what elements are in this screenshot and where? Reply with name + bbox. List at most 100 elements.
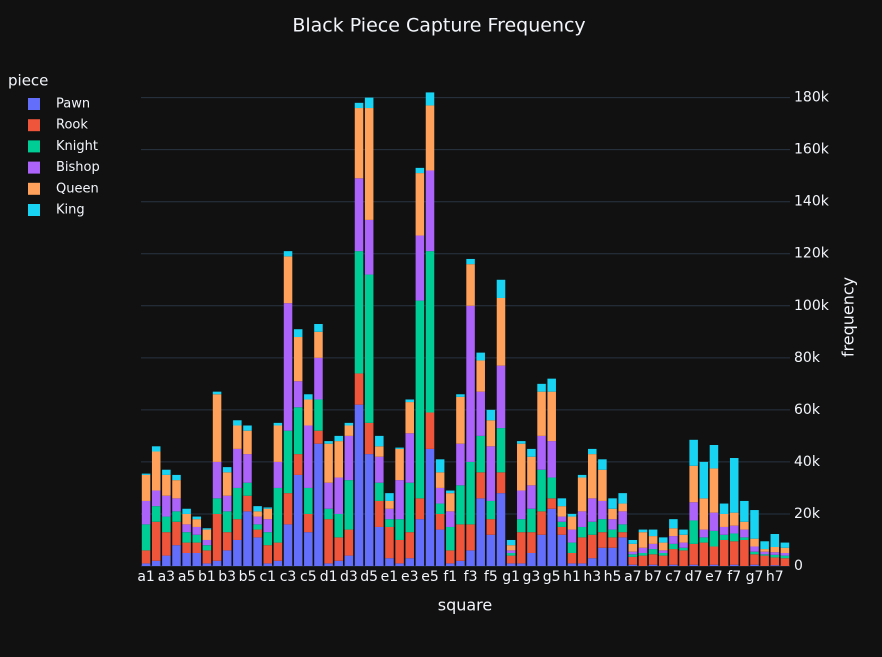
bar-segment (506, 555, 516, 564)
legend-label[interactable]: Rook (56, 118, 88, 133)
bar-segment (222, 511, 232, 533)
bar-segment (476, 352, 485, 361)
bar-segment (395, 563, 404, 566)
legend-swatch[interactable] (28, 182, 40, 195)
bar-segment (517, 563, 526, 566)
bar-segment (222, 495, 232, 512)
bar-segment (314, 324, 323, 332)
bar-segment (314, 430, 323, 444)
bar-segment (476, 498, 485, 566)
x-tick-label: e7 (705, 569, 723, 585)
bar-segment (354, 108, 364, 179)
bar-segment (496, 493, 506, 566)
bar-segment (537, 391, 546, 436)
x-tick-label: a3 (158, 569, 176, 585)
bar-segment (770, 547, 780, 553)
bar-segment (283, 303, 293, 431)
x-tick-label: f3 (464, 569, 478, 585)
bar-segment (375, 482, 384, 501)
bar-segment (648, 543, 658, 550)
bar-segment (202, 545, 212, 551)
bar-segment (577, 477, 587, 512)
bar-segment (770, 565, 780, 566)
bar-segment (709, 546, 719, 565)
bar-segment (506, 550, 516, 553)
legend-label[interactable]: Knight (56, 139, 98, 154)
bar-segment (577, 537, 587, 564)
bar-segment (172, 521, 181, 546)
bar-segment (435, 472, 445, 488)
bar-segment (517, 441, 526, 444)
legend-swatch[interactable] (28, 204, 40, 216)
bar-segment (273, 560, 283, 566)
bar-segment (263, 507, 273, 509)
bar-segment (202, 563, 212, 566)
x-tick-label: g7 (746, 569, 764, 585)
legend-title: piece (8, 72, 48, 90)
y-tick-label: 100k (794, 298, 830, 314)
legend-label[interactable]: Pawn (56, 97, 90, 112)
bar-segment (314, 331, 323, 358)
bar-segment (547, 477, 556, 499)
bar-segment (456, 524, 465, 561)
y-tick-label: 20k (794, 506, 821, 522)
x-tick-label: e5 (421, 569, 439, 585)
bar-segment (669, 519, 678, 529)
bar-segment (293, 407, 303, 455)
bar-segment (364, 274, 374, 423)
bar-segment (354, 251, 364, 374)
bar-segment (395, 519, 404, 540)
bar-segment (476, 435, 485, 473)
legend-label[interactable]: Queen (56, 181, 99, 196)
legend-swatch[interactable] (28, 98, 40, 110)
bar-segment (446, 511, 455, 527)
bar-segment (385, 500, 394, 509)
legend-label[interactable]: Bishop (56, 160, 100, 175)
bar-segment (283, 256, 293, 304)
bar-segment (192, 526, 202, 535)
bar-segment (162, 516, 171, 533)
bar-segment (375, 456, 384, 483)
bar-segment (658, 555, 668, 566)
bar-segment (466, 258, 475, 265)
bar-segment (456, 443, 465, 486)
bar-segment (354, 404, 364, 566)
bar-segment (456, 485, 465, 525)
bar-segment (334, 477, 344, 514)
bar-segment (567, 542, 577, 553)
bar-segment (253, 511, 262, 517)
x-tick-label: e1 (381, 569, 399, 585)
bar-segment (628, 543, 638, 552)
bar-segment (324, 441, 333, 444)
bar-segment (304, 425, 313, 488)
legend-swatch[interactable] (28, 140, 40, 153)
bar-segment (324, 482, 333, 509)
bar-segment (405, 532, 414, 559)
bar-segment (395, 447, 404, 449)
bar-segment (527, 532, 536, 553)
bar-segment (364, 97, 374, 109)
bar-segment (760, 549, 769, 552)
legend-swatch[interactable] (28, 119, 40, 132)
bar-segment (618, 524, 627, 533)
bar-segment (192, 542, 202, 553)
bar-segment (517, 532, 526, 564)
bar-segment (243, 495, 252, 512)
legend-label[interactable]: King (56, 203, 85, 218)
bar-segment (172, 498, 181, 512)
bar-segment (760, 555, 769, 566)
bar-segment (304, 513, 313, 533)
bar-segment (446, 563, 455, 566)
bar-segment (537, 511, 546, 535)
bar-segment (304, 394, 313, 400)
bar-segment (496, 365, 506, 429)
bar-segment (253, 529, 262, 538)
bar-segment (233, 425, 242, 449)
bar-segment (506, 552, 516, 556)
bar-segment (192, 516, 202, 520)
bar-segment (618, 511, 627, 525)
legend-swatch[interactable] (28, 161, 40, 174)
bar-segment (638, 547, 648, 553)
bar-segment (618, 493, 627, 504)
bar-segment (506, 545, 516, 551)
